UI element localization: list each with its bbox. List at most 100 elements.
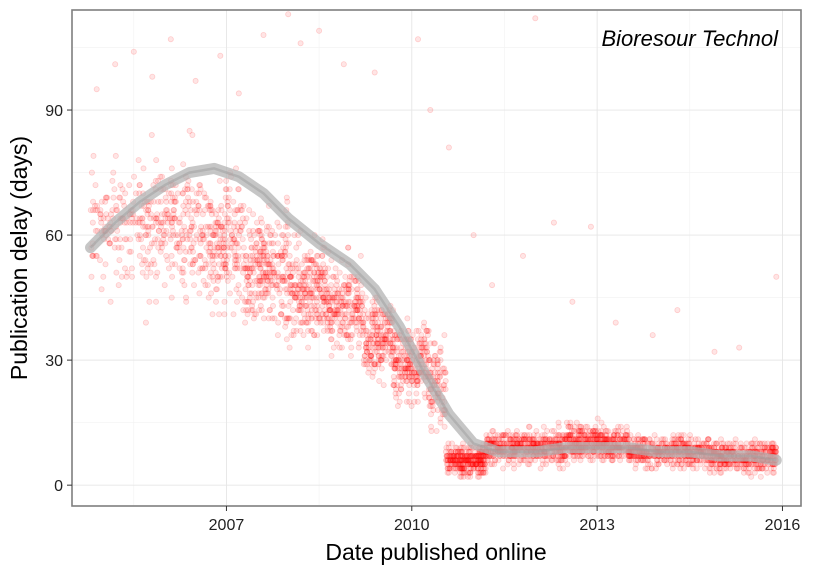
data-point [187, 261, 194, 268]
data-point [162, 215, 169, 222]
data-point [333, 311, 340, 318]
data-point [253, 240, 260, 247]
data-point [265, 223, 272, 230]
data-point [136, 219, 143, 226]
data-point [183, 232, 190, 239]
data-point [169, 215, 176, 222]
data-point [155, 227, 162, 234]
data-point [271, 269, 278, 276]
data-point [135, 219, 142, 226]
data-point [307, 248, 314, 255]
data-point [212, 232, 219, 239]
data-point [143, 207, 150, 214]
data-point [145, 232, 152, 239]
data-point [253, 277, 260, 284]
data-point [232, 265, 239, 272]
data-point [221, 252, 228, 259]
data-point [226, 219, 233, 226]
data-point [235, 186, 242, 193]
data-point [474, 457, 481, 464]
data-point [187, 207, 194, 214]
data-point [161, 232, 168, 239]
data-point [252, 261, 259, 268]
y-tick-label: 60 [45, 228, 63, 245]
data-point [240, 269, 247, 276]
data-point [258, 236, 265, 243]
data-point [100, 273, 107, 280]
data-point [460, 473, 467, 480]
data-point [187, 227, 194, 234]
data-point [238, 207, 245, 214]
data-point [170, 215, 177, 222]
data-point [172, 232, 179, 239]
data-point [127, 236, 134, 243]
x-tick-label: 2007 [209, 517, 245, 534]
data-point [221, 211, 228, 218]
data-point [445, 452, 452, 459]
data-point [152, 219, 159, 226]
data-point [231, 219, 238, 226]
data-point [111, 244, 118, 251]
data-point [162, 207, 169, 214]
data-point [173, 240, 180, 247]
data-point [231, 248, 238, 255]
data-point [255, 261, 262, 268]
data-point [199, 236, 206, 243]
data-point [261, 294, 268, 301]
data-point [217, 236, 224, 243]
data-point [199, 265, 206, 272]
data-point [218, 202, 225, 209]
data-point [611, 432, 618, 439]
data-point [227, 236, 234, 243]
data-point [256, 277, 263, 284]
data-point [328, 282, 335, 289]
data-point [470, 232, 477, 239]
data-point [155, 244, 162, 251]
data-point [189, 219, 196, 226]
data-point [197, 240, 204, 247]
data-point [286, 344, 293, 351]
data-point [154, 215, 161, 222]
data-point [260, 269, 267, 276]
data-point [251, 244, 258, 251]
data-point [104, 194, 111, 201]
data-point [92, 227, 99, 234]
data-point [264, 252, 271, 259]
data-point [218, 207, 225, 214]
data-point [235, 90, 242, 97]
data-point [209, 252, 216, 259]
data-point [260, 252, 267, 259]
data-point [150, 215, 157, 222]
data-point [142, 257, 149, 264]
data-point [251, 290, 258, 297]
data-point [202, 223, 209, 230]
data-point [302, 282, 309, 289]
data-point [246, 265, 253, 272]
data-point [204, 282, 211, 289]
data-point [129, 219, 136, 226]
data-point [266, 307, 273, 314]
data-point [275, 261, 282, 268]
data-point [143, 273, 150, 280]
data-point [605, 427, 612, 434]
data-point [117, 182, 124, 189]
data-point [169, 227, 176, 234]
data-point [246, 227, 253, 234]
data-point [313, 265, 320, 272]
data-point [113, 207, 120, 214]
data-point [109, 177, 116, 184]
data-point [154, 211, 161, 218]
data-point [594, 415, 601, 422]
data-point [612, 319, 619, 326]
data-point [139, 215, 146, 222]
data-point [139, 219, 146, 226]
data-point [265, 273, 272, 280]
data-point [98, 219, 105, 226]
data-point [258, 261, 265, 268]
data-point [223, 177, 230, 184]
data-point [269, 294, 276, 301]
data-point [201, 257, 208, 264]
data-point [170, 207, 177, 214]
data-point [261, 240, 268, 247]
data-point [224, 198, 231, 205]
